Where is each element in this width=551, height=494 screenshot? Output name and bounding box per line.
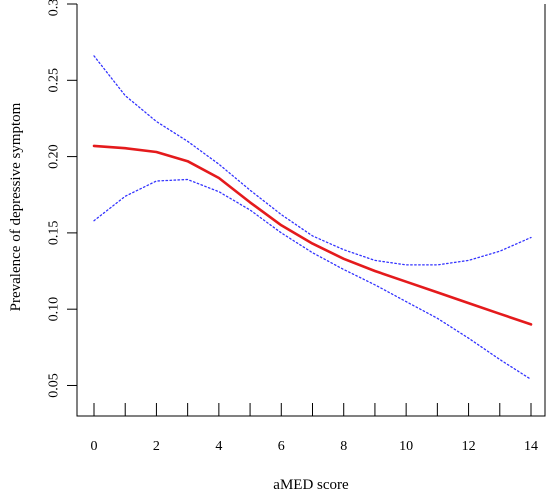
- fitted-curve-line: [92, 144, 533, 326]
- x-tick-label: 12: [462, 439, 476, 454]
- x-axis-title: aMED score: [273, 477, 349, 493]
- y-tick-label: 0.25: [47, 68, 62, 93]
- x-tick-label: 0: [91, 439, 98, 454]
- y-tick-label: 0.10: [47, 297, 62, 322]
- x-tick-label: 8: [340, 439, 347, 454]
- lower-ci-line: [93, 178, 532, 381]
- x-tick-label: 10: [399, 439, 413, 454]
- x-axis: 0 2 4 6 8 10 12 14: [91, 403, 538, 454]
- upper-ci-line: [93, 55, 532, 266]
- y-tick-label: 0.15: [47, 221, 62, 246]
- x-tick-label: 6: [278, 439, 285, 454]
- x-tick-label: 14: [524, 439, 538, 454]
- y-tick-label: 0.05: [47, 373, 62, 398]
- x-tick-label: 2: [153, 439, 160, 454]
- y-tick-label: 0.20: [47, 144, 62, 169]
- series-layer: [92, 55, 533, 381]
- plot-border: [76, 4, 546, 417]
- plot-frame: [76, 4, 546, 417]
- x-tick-label: 4: [215, 439, 222, 454]
- y-axis-title: Prevalence of depressive symptom: [8, 102, 24, 311]
- y-tick-label: 0.30: [47, 0, 62, 16]
- y-axis: 0.05 0.10 0.15 0.20 0.25 0.30: [47, 0, 78, 398]
